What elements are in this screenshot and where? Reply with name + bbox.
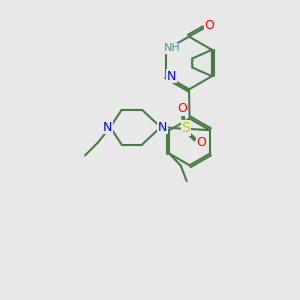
Text: S: S bbox=[182, 121, 190, 135]
Text: O: O bbox=[196, 136, 206, 149]
Text: N: N bbox=[158, 121, 167, 134]
Text: NH: NH bbox=[164, 43, 181, 53]
Text: O: O bbox=[178, 102, 188, 116]
Text: N: N bbox=[103, 121, 112, 134]
Text: N: N bbox=[167, 70, 176, 83]
Text: O: O bbox=[205, 19, 214, 32]
